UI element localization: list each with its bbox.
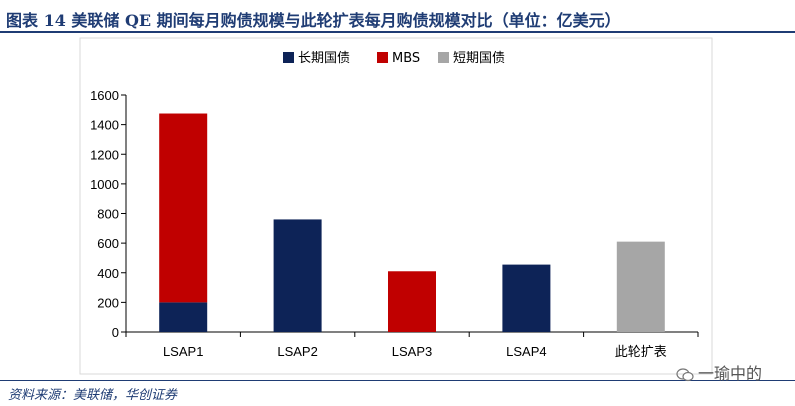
y-tick-label: 1600 bbox=[90, 88, 119, 103]
bars bbox=[159, 113, 665, 332]
bar-MBS-LSAP1 bbox=[159, 113, 208, 303]
title-bar: 图表 14 美联储 QE 期间每月购债规模与此轮扩表每月购债规模对比（单位：亿美… bbox=[0, 0, 795, 34]
x-tick-label: 此轮扩表 bbox=[615, 344, 667, 359]
legend-label: 长期国债 bbox=[298, 51, 350, 66]
legend-swatch bbox=[377, 52, 388, 63]
watermark: 一瑜中的 bbox=[676, 360, 762, 384]
y-tick-label: 400 bbox=[97, 266, 119, 281]
bar-短期国债-此轮扩表 bbox=[616, 241, 665, 332]
title-divider bbox=[0, 31, 795, 33]
wechat-icon bbox=[676, 367, 694, 381]
stacked-bar-chart: 长期国债 MBS 短期国债 0 200 400 600 800 1000 1200 1400 160… bbox=[79, 37, 713, 375]
y-tick-label: 600 bbox=[97, 236, 119, 251]
y-axis: 0 200 400 600 800 1000 1200 1400 1600 bbox=[90, 88, 127, 340]
legend: 长期国债 MBS 短期国债 bbox=[283, 51, 505, 66]
bar-长期国债-LSAP2 bbox=[273, 219, 322, 332]
legend-label: MBS bbox=[392, 51, 420, 66]
legend-swatch bbox=[438, 52, 449, 63]
bar-长期国债-LSAP4 bbox=[502, 264, 551, 332]
y-tick-label: 1400 bbox=[90, 118, 119, 133]
bar-MBS-LSAP3 bbox=[388, 271, 436, 332]
bar-长期国债-LSAP1 bbox=[159, 302, 208, 332]
source-divider bbox=[0, 380, 795, 381]
y-tick-label: 800 bbox=[97, 207, 119, 222]
y-tick-label: 1000 bbox=[90, 177, 119, 192]
y-tick-label: 200 bbox=[97, 295, 119, 310]
y-tick-label: 0 bbox=[112, 325, 119, 340]
chart-title: 图表 14 美联储 QE 期间每月购债规模与此轮扩表每月购债规模对比（单位：亿美… bbox=[6, 11, 621, 30]
x-tick-label: LSAP2 bbox=[277, 344, 317, 359]
legend-label: 短期国债 bbox=[453, 51, 505, 66]
y-tick-label: 1200 bbox=[90, 147, 119, 162]
x-tick-label: LSAP3 bbox=[392, 344, 432, 359]
legend-swatch bbox=[283, 52, 294, 63]
x-tick-label: LSAP1 bbox=[163, 344, 203, 359]
source-note: 资料来源：美联储，华创证券 bbox=[8, 388, 178, 403]
x-tick-label: LSAP4 bbox=[506, 344, 546, 359]
watermark-text: 一瑜中的 bbox=[698, 364, 763, 383]
